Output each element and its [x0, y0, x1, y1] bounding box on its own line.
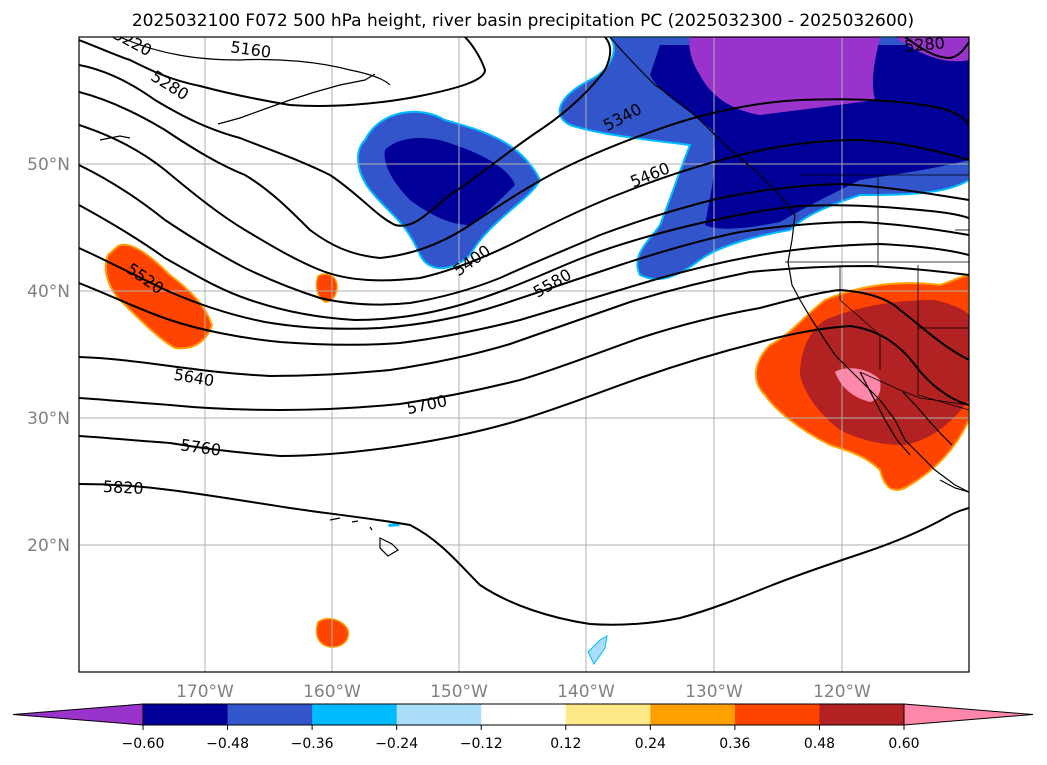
lat-tick-label: 30°N: [27, 409, 70, 429]
colorbar-extend-low: [13, 704, 143, 725]
colorbar-tick-label: −0.36: [291, 736, 334, 752]
lon-tick-label: 140°W: [557, 682, 615, 702]
colorbar-tick-label: 0.12: [550, 736, 581, 752]
lon-tick-label: 150°W: [430, 682, 488, 702]
colorbar-segment: [312, 704, 398, 725]
colorbar-tick-label: 0.48: [804, 736, 835, 752]
lon-tick-labels: 170°W 160°W 150°W 140°W 130°W 120°W: [176, 682, 871, 702]
colorbar-extend-high: [904, 704, 1033, 725]
colorbar-tick-label: 0.36: [719, 736, 750, 752]
colorbar-tick-label: −0.48: [206, 736, 249, 752]
contour-label: 5280: [903, 33, 945, 55]
coastlines: [99, 37, 969, 557]
colorbar-segment: [227, 704, 313, 725]
colorbar-segment: [143, 704, 229, 725]
colorbar-segments: [13, 704, 1033, 725]
colorbar-segment: [650, 704, 736, 725]
lat-tick-label: 50°N: [27, 155, 70, 175]
negative-anomaly-pacific-northwest: [558, 37, 969, 280]
map-area: 5160 5280 5220 5340 5460 5400 5520 5580 …: [79, 33, 969, 672]
map-title: 2025032100 F072 500 hPa height, river ba…: [132, 11, 914, 31]
height-contours: [79, 37, 969, 626]
colorbar: −0.60 −0.48 −0.36 −0.24 −0.12 0.12 0.24 0.36 0.4…: [12, 703, 1034, 752]
lat-tick-label: 20°N: [27, 536, 70, 556]
colorbar-tick-label: −0.60: [122, 736, 165, 752]
borders: [785, 174, 969, 411]
colorbar-segment: [734, 704, 820, 725]
colorbar-tick-label: 0.60: [888, 736, 919, 752]
lon-tick-label: 160°W: [303, 682, 361, 702]
colorbar-segment: [481, 704, 567, 725]
colorbar-ticks: −0.60 −0.48 −0.36 −0.24 −0.12 0.12 0.24 0.36 0.4…: [122, 725, 920, 752]
colorbar-segment: [565, 704, 651, 725]
colorbar-segment: [819, 704, 905, 725]
colorbar-tick-label: −0.24: [375, 736, 418, 752]
lon-tick-label: 120°W: [813, 682, 871, 702]
lon-tick-label: 130°W: [685, 682, 743, 702]
colorbar-tick-label: 0.24: [635, 736, 666, 752]
lat-tick-label: 40°N: [27, 282, 70, 302]
contour-label: 5820: [102, 477, 144, 498]
colorbar-tick-label: −0.12: [460, 736, 503, 752]
negative-anomaly-gulf-of-alaska: [357, 110, 542, 270]
small-negative-blobs: [388, 523, 608, 665]
lat-tick-labels: 50°N 40°N 30°N 20°N: [27, 155, 70, 556]
map-frame: [78, 36, 970, 673]
lon-tick-label: 170°W: [176, 682, 234, 702]
colorbar-segment: [396, 704, 482, 725]
